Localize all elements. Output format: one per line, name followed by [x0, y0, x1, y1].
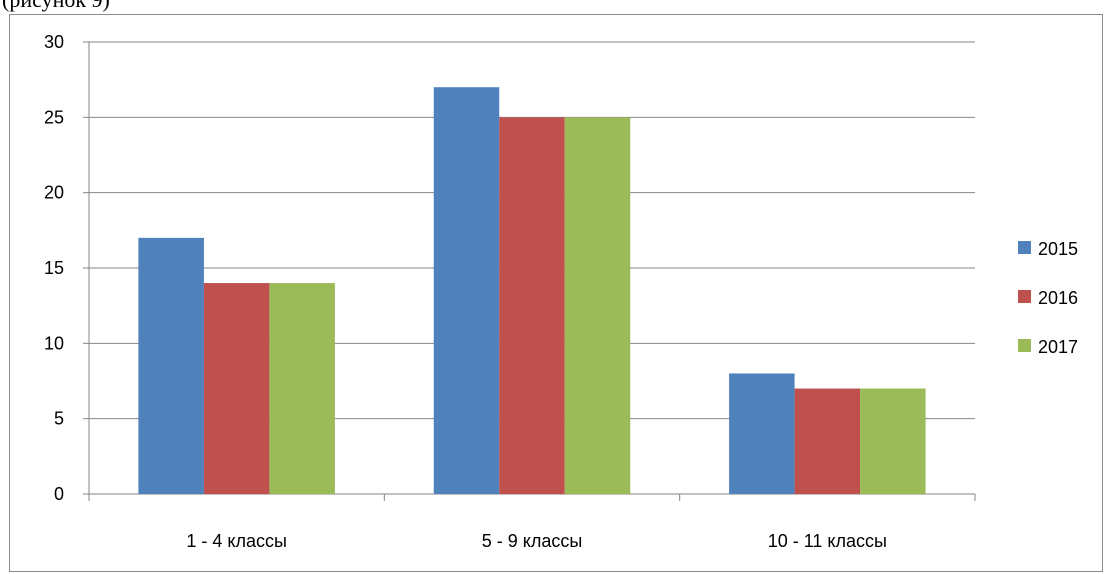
- bars: [138, 87, 926, 494]
- y-tick-label: 30: [44, 32, 64, 52]
- figure-caption: (рисунок 9): [2, 0, 110, 13]
- bar-2015-2: [433, 87, 500, 494]
- y-tick-label: 25: [44, 107, 64, 127]
- legend-swatch-2016: [1018, 290, 1031, 303]
- y-tick-label: 10: [44, 333, 64, 353]
- bar-2015-3: [729, 373, 795, 494]
- bar-2015-1: [138, 237, 204, 494]
- tick-labels: 0 5 10 15 20 25 30 1 - 4 классы 5 - 9 классы 10 -…: [44, 32, 887, 551]
- legend-swatch-2015: [1018, 241, 1031, 254]
- legend: 2015 2016 2017: [1018, 239, 1078, 357]
- x-tick-label: 1 - 4 классы: [186, 531, 287, 551]
- y-tick-label: 0: [54, 484, 64, 504]
- y-tick-label: 20: [44, 183, 64, 203]
- legend-label-2016: 2016: [1038, 288, 1078, 308]
- bar-2017-1: [269, 283, 335, 494]
- bar-2017-2: [564, 117, 631, 494]
- y-tick-label: 5: [54, 409, 64, 429]
- bar-2016-1: [203, 283, 270, 494]
- legend-swatch-2017: [1018, 339, 1031, 352]
- y-tick-label: 15: [44, 258, 64, 278]
- x-tick-label: 10 - 11 классы: [768, 531, 887, 551]
- bar-2016-3: [794, 388, 861, 494]
- legend-label-2015: 2015: [1038, 239, 1078, 259]
- bar-2016-2: [499, 117, 565, 494]
- bar-2017-3: [860, 388, 926, 494]
- x-tick-label: 5 - 9 классы: [482, 531, 583, 551]
- legend-label-2017: 2017: [1038, 337, 1078, 357]
